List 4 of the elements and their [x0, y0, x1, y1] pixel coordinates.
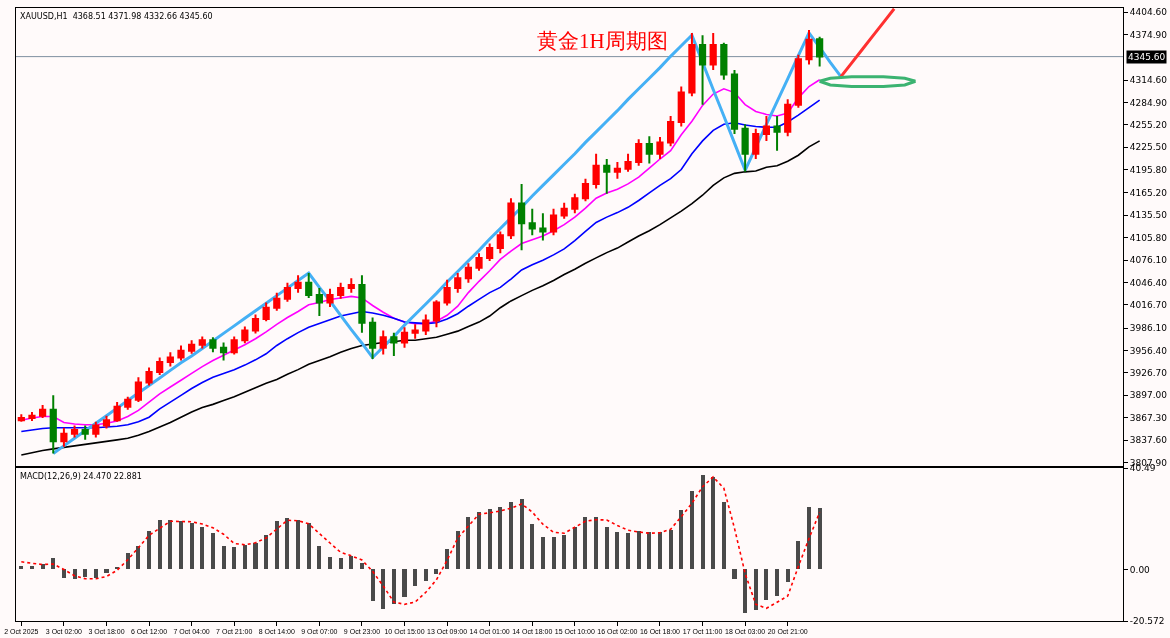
y-tick-label: -20.572	[1129, 616, 1165, 627]
y-tick-label: 40.49	[1129, 463, 1156, 474]
y-tick-label: 0.00	[1129, 564, 1151, 575]
text: MACD(12,26,9) 24.470 22.881	[20, 472, 142, 481]
